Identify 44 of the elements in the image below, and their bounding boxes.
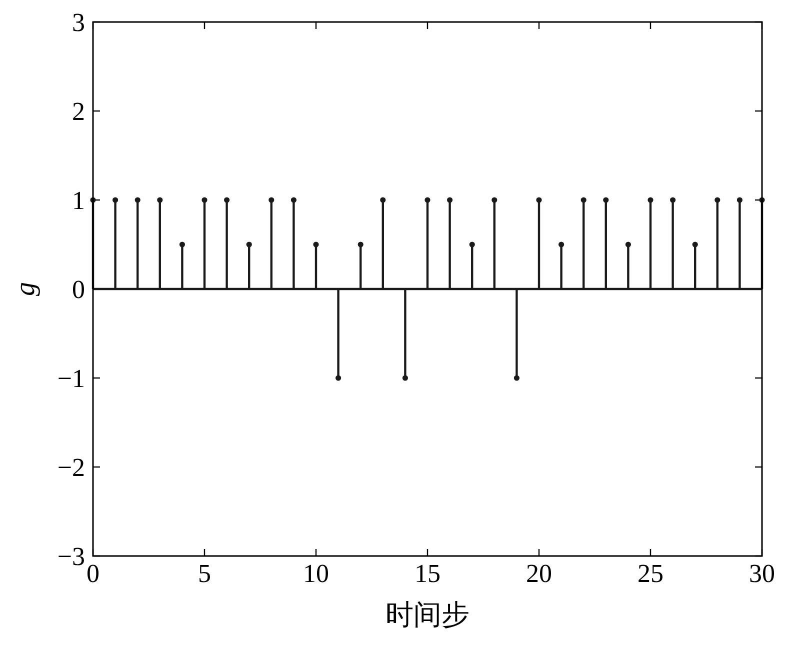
x-tick-label: 30 bbox=[749, 559, 775, 588]
point bbox=[514, 375, 520, 381]
x-tick-label: 5 bbox=[198, 559, 211, 588]
point bbox=[402, 375, 408, 381]
x-tick-label: 20 bbox=[526, 559, 552, 588]
point bbox=[736, 197, 742, 203]
point bbox=[692, 242, 698, 248]
y-tick-label: 0 bbox=[72, 275, 85, 304]
point bbox=[603, 197, 609, 203]
y-tick-label: −3 bbox=[57, 542, 85, 571]
point bbox=[290, 197, 296, 203]
x-axis-title: 时间步 bbox=[386, 600, 470, 631]
point bbox=[336, 375, 342, 381]
point bbox=[469, 242, 475, 248]
point bbox=[134, 197, 140, 203]
point bbox=[179, 242, 185, 248]
point bbox=[670, 197, 676, 203]
y-axis-title: g bbox=[10, 282, 41, 296]
y-tick-label: −1 bbox=[57, 364, 85, 393]
y-tick-label: −2 bbox=[57, 453, 85, 482]
point bbox=[536, 197, 542, 203]
point bbox=[648, 197, 654, 203]
point bbox=[558, 242, 564, 248]
point bbox=[313, 242, 319, 248]
point bbox=[580, 197, 586, 203]
x-tick-label: 25 bbox=[638, 559, 664, 588]
point bbox=[447, 197, 453, 203]
x-tick-label: 10 bbox=[303, 559, 329, 588]
point bbox=[157, 197, 163, 203]
point bbox=[424, 197, 430, 203]
point bbox=[714, 197, 720, 203]
point bbox=[268, 197, 274, 203]
point bbox=[202, 197, 208, 203]
x-tick-label: 15 bbox=[414, 559, 440, 588]
point bbox=[112, 197, 118, 203]
point bbox=[358, 242, 364, 248]
point bbox=[380, 197, 386, 203]
y-tick-label: 3 bbox=[72, 8, 85, 37]
y-tick-label: 1 bbox=[72, 186, 85, 215]
point bbox=[625, 242, 631, 248]
point bbox=[224, 197, 230, 203]
y-tick-label: 2 bbox=[72, 97, 85, 126]
point bbox=[492, 197, 498, 203]
point bbox=[246, 242, 252, 248]
